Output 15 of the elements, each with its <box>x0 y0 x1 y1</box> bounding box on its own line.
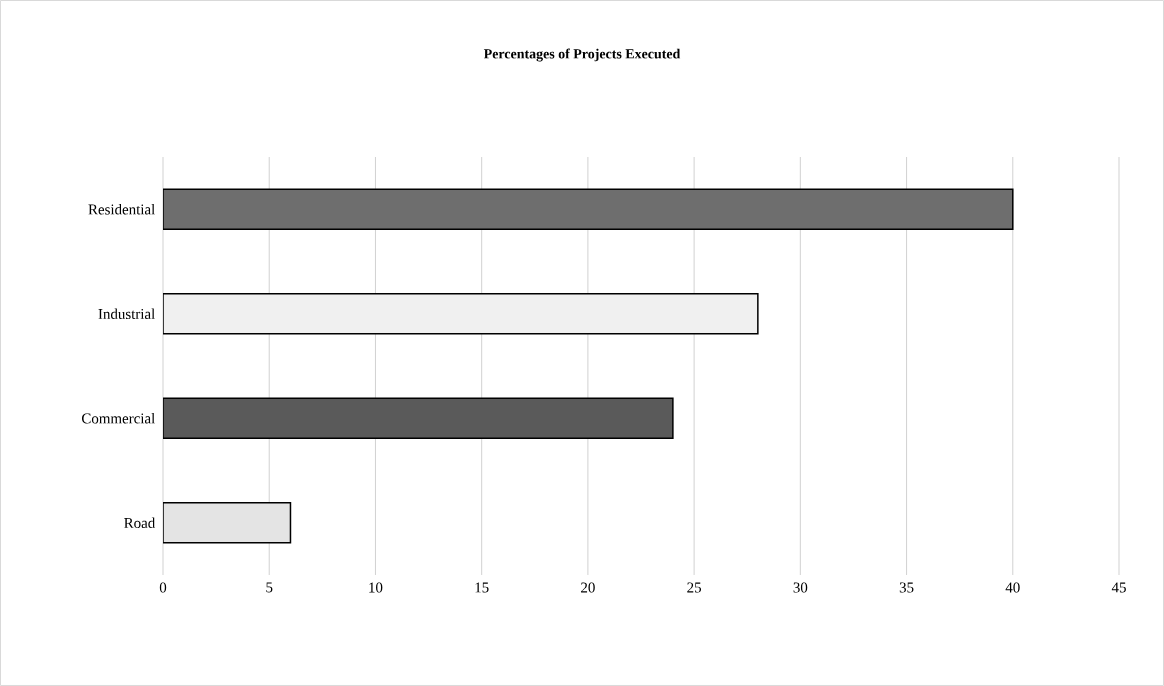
x-tick-label: 20 <box>581 582 595 593</box>
x-tick-label: 40 <box>1005 582 1020 593</box>
x-tick-label: 45 <box>1111 582 1126 593</box>
y-tick-label: Road <box>124 517 156 528</box>
x-tick-label: 10 <box>369 582 383 593</box>
x-tick-label: 5 <box>266 582 273 593</box>
y-tick-label: Industrial <box>98 308 155 319</box>
x-tick-label: 25 <box>687 582 702 593</box>
x-tick-label: 30 <box>793 582 808 593</box>
chart-title: Percentages of Projects Executed <box>483 48 681 62</box>
y-tick-label: Residential <box>88 203 155 215</box>
x-tick-label: 35 <box>899 582 914 593</box>
x-tick-label: 15 <box>475 582 489 593</box>
x-tick-label: 0 <box>159 582 167 593</box>
y-tick-label: Commercial <box>81 412 155 424</box>
